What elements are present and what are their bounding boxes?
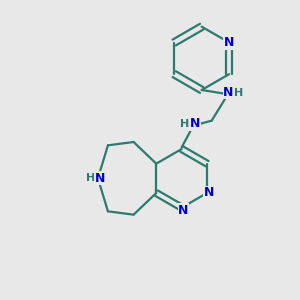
Text: H: H [180,119,190,129]
Text: H: H [86,173,95,183]
Text: H: H [234,88,243,98]
Text: N: N [190,118,200,130]
Text: N: N [178,204,188,217]
Text: N: N [224,36,234,49]
Text: N: N [203,187,214,200]
Text: N: N [95,172,105,185]
Text: N: N [223,86,233,99]
